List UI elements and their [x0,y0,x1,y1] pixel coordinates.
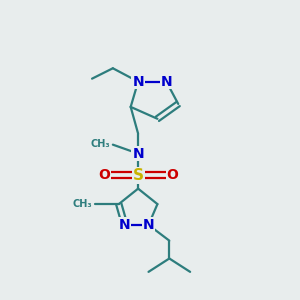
Text: N: N [160,75,172,88]
Text: N: N [132,147,144,160]
Text: N: N [132,75,144,88]
Text: S: S [133,168,144,183]
Text: O: O [98,168,110,182]
Text: CH₃: CH₃ [72,199,92,209]
Text: CH₃: CH₃ [90,139,110,149]
Text: O: O [167,168,178,182]
Text: N: N [143,218,154,232]
Text: N: N [119,218,130,232]
